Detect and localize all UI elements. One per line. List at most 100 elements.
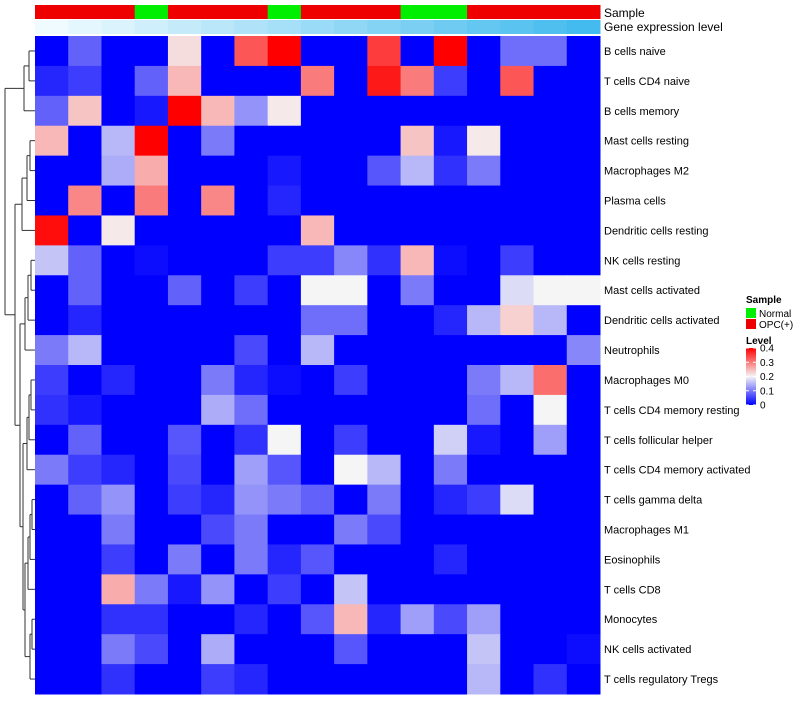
heatmap-cell-r22-c12 (400, 664, 435, 695)
sample-cell-13 (433, 5, 468, 19)
heatmap-cell-r7-c10 (334, 215, 368, 246)
heatmap-cell-r16-c16 (533, 484, 568, 516)
heatmap-cell-r16-c15 (500, 484, 535, 516)
sample-annotation-bar (35, 5, 601, 19)
sample-cell-16 (533, 5, 568, 19)
heatmap-cell-r4-c12 (400, 125, 435, 157)
row-label: Mast cells resting (604, 136, 689, 148)
heatmap-cell-r18-c3 (101, 544, 136, 575)
heatmap-cell-r6-c16 (533, 185, 568, 216)
heatmap-cell-r10-c12 (400, 305, 435, 336)
heatmap-cell-r8-c15 (500, 245, 535, 276)
heatmap-cell-r14-c14 (467, 424, 501, 456)
heatmap-cell-r20-c13 (433, 604, 468, 635)
row-label: T cells follicular helper (604, 435, 713, 447)
heatmap-cell-r15-c10 (334, 454, 368, 486)
heatmap-cell-r2-c11 (367, 65, 402, 97)
heatmap-cell-r12-c16 (533, 365, 568, 396)
heatmap-cell-r16-c9 (300, 484, 335, 516)
heatmap-cell-r13-c4 (134, 394, 169, 426)
gene-level-cell-16 (533, 20, 568, 34)
heatmap-cell-r20-c15 (500, 604, 535, 635)
legend-opc-swatch (746, 319, 756, 329)
heatmap-cell-r2-c10 (334, 65, 368, 97)
heatmap-cell-r8-c9 (300, 245, 335, 276)
heatmap-cell-r4-c10 (334, 125, 368, 157)
gene-level-cell-6 (201, 20, 235, 34)
heatmap-cell-r18-c16 (533, 544, 568, 575)
heatmap-cell-r8-c7 (234, 245, 269, 276)
heatmap-cell-r9-c11 (367, 275, 402, 306)
heatmap-cell-r15-c6 (201, 454, 235, 486)
row-label: Plasma cells (604, 196, 666, 208)
heatmap-cell-r19-c10 (334, 574, 368, 605)
heatmap-cell-r1-c4 (134, 36, 169, 67)
heatmap-cell-r8-c10 (334, 245, 368, 276)
heatmap-cell-r18-c6 (201, 544, 235, 575)
heatmap-cell-r19-c2 (68, 574, 102, 605)
heatmap-cell-r6-c8 (267, 185, 302, 216)
heatmap-cell-r1-c15 (500, 36, 535, 67)
row-label: T cells CD8 (604, 584, 661, 596)
row-label: T cells CD4 memory resting (604, 405, 740, 417)
row-label: NK cells activated (604, 644, 691, 656)
heatmap-cell-r11-c13 (433, 335, 468, 366)
heatmap-cell-r15-c4 (134, 454, 169, 486)
heatmap-cell-r19-c16 (533, 574, 568, 605)
heatmap-cell-r22-c15 (500, 664, 535, 695)
heatmap-cell-r17-c12 (400, 514, 435, 545)
heatmap-cell-r9-c2 (68, 275, 102, 306)
heatmap-cell-r20-c9 (300, 604, 335, 635)
legend-level: Level 0.4 0.3 0.2 0.1 0 (746, 336, 774, 412)
heatmap-cell-r13-c1 (35, 394, 69, 426)
heatmap-cell-r12-c12 (400, 365, 435, 396)
heatmap-cell-r20-c7 (234, 604, 269, 635)
heatmap-cell-r17-c15 (500, 514, 535, 545)
heatmap-cell-r19-c6 (201, 574, 235, 605)
heatmap-cell-r5-c6 (201, 155, 235, 187)
heatmap-cell-r17-c17 (566, 514, 601, 545)
heatmap-cell-r20-c10 (334, 604, 368, 635)
heatmap-cell-r20-c5 (167, 604, 202, 635)
heatmap-cell-r16-c13 (433, 484, 468, 516)
heatmap-cell-r8-c8 (267, 245, 302, 276)
heatmap-cell-r11-c16 (533, 335, 568, 366)
heatmap-cell-r11-c11 (367, 335, 402, 366)
heatmap-cell-r22-c6 (201, 664, 235, 695)
heatmap-cell-r1-c16 (533, 36, 568, 67)
heatmap-cell-r19-c4 (134, 574, 169, 605)
heatmap-cell-r10-c6 (201, 305, 235, 336)
gene-level-cell-10 (334, 20, 368, 34)
heatmap-cell-r13-c6 (201, 394, 235, 426)
heatmap-cell-r3-c11 (367, 95, 402, 127)
heatmap-cell-r14-c15 (500, 424, 535, 456)
heatmap-cell-r18-c11 (367, 544, 402, 575)
gene-level-cell-11 (367, 20, 402, 34)
row-label: Macrophages M1 (604, 525, 689, 537)
heatmap-cell-r9-c17 (566, 275, 601, 306)
heatmap-cell-r14-c9 (300, 424, 335, 456)
heatmap-cell-r6-c12 (400, 185, 435, 216)
heatmap-cell-r7-c16 (533, 215, 568, 246)
heatmap-cell-r12-c9 (300, 365, 335, 396)
heatmap-cell-r13-c5 (167, 394, 202, 426)
heatmap-cell-r6-c3 (101, 185, 136, 216)
heatmap-cell-r20-c3 (101, 604, 136, 635)
heatmap-cell-r6-c9 (300, 185, 335, 216)
heatmap-cell-r7-c1 (35, 215, 69, 246)
heatmap-cell-r21-c6 (201, 634, 235, 665)
heatmap-cell-r9-c3 (101, 275, 136, 306)
row-label: T cells gamma delta (604, 495, 703, 507)
heatmap-cell-r4-c7 (234, 125, 269, 157)
gene-level-cell-7 (234, 20, 269, 34)
heatmap-cell-r22-c5 (167, 664, 202, 695)
heatmap-cell-r9-c16 (533, 275, 568, 306)
heatmap-cell-r21-c15 (500, 634, 535, 665)
row-label: NK cells resting (604, 255, 680, 267)
heatmap-cell-r11-c6 (201, 335, 235, 366)
heatmap-cell-r14-c6 (201, 424, 235, 456)
heatmap-cell-r13-c11 (367, 394, 402, 426)
heatmap-cell-r17-c6 (201, 514, 235, 545)
heatmap-cell-r9-c7 (234, 275, 269, 306)
heatmap-cell-r18-c4 (134, 544, 169, 575)
